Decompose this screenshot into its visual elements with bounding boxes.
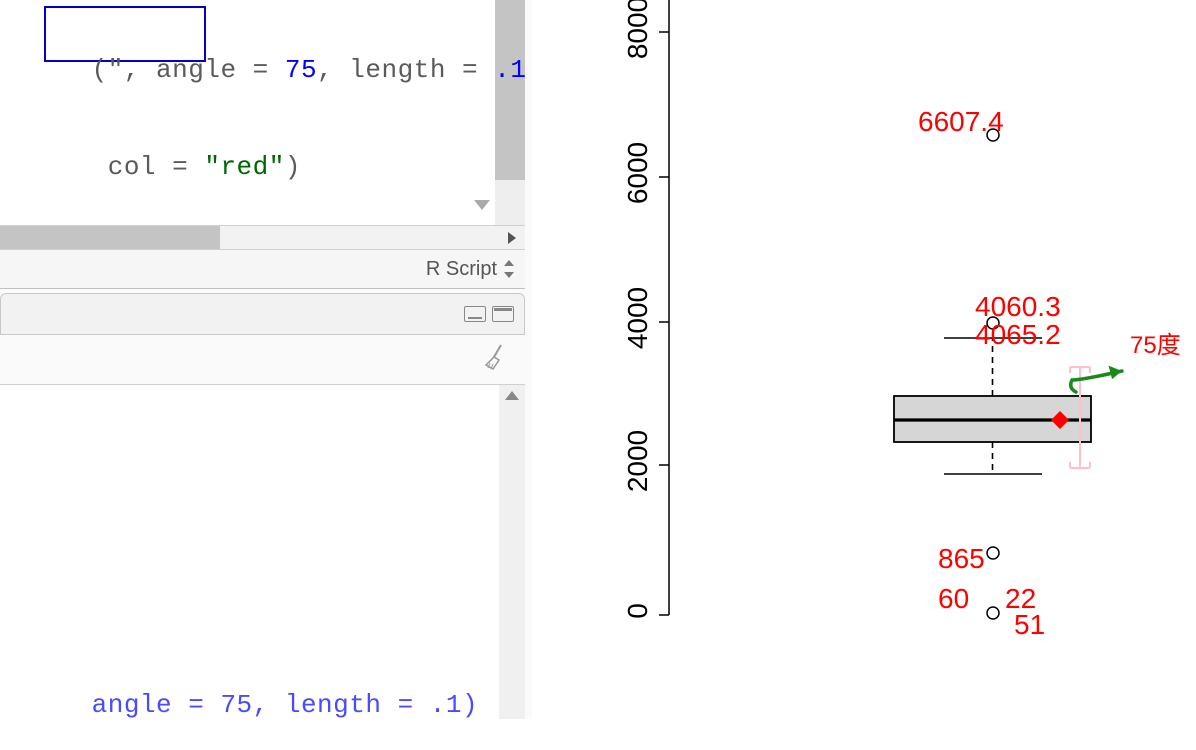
scroll-up-arrow-icon[interactable] bbox=[505, 391, 519, 400]
code-text: col = bbox=[92, 152, 205, 182]
svg-text:865: 865 bbox=[938, 543, 985, 574]
code-text: ) bbox=[285, 152, 301, 182]
y-axis-ticks: 0 2000 4000 6000 8000 bbox=[622, 0, 669, 619]
boxplot-svg: 0 2000 4000 6000 8000 6607.4 4060.34065.2 865 6… bbox=[532, 0, 1196, 719]
svg-text:0: 0 bbox=[622, 603, 653, 619]
svg-text:4065.2: 4065.2 bbox=[975, 319, 1061, 350]
code-string: "red" bbox=[204, 152, 285, 182]
expand-collapse-icon[interactable] bbox=[474, 200, 490, 210]
script-type-dropdown-icon[interactable] bbox=[503, 258, 515, 280]
scrollbar-thumb[interactable] bbox=[0, 226, 220, 250]
svg-text:4060.3: 4060.3 bbox=[975, 291, 1061, 322]
code-text-boxed: angle = 75, bbox=[156, 55, 333, 85]
script-type-label[interactable]: R Script bbox=[426, 258, 497, 281]
outlier-labels: 6607.44060.34065.2865602251 bbox=[918, 106, 1061, 640]
console-line: angle = 75, length = .1) bbox=[0, 660, 478, 750]
minimize-pane-icon[interactable] bbox=[464, 306, 486, 322]
svg-text:2000: 2000 bbox=[622, 430, 653, 492]
angle-annotation-text: 75度 bbox=[1130, 325, 1181, 360]
plot-pane: 0 2000 4000 6000 8000 6607.4 4060.34065.2 865 6… bbox=[532, 0, 1196, 719]
console-echo-text: angle = 75, length = .1) bbox=[92, 690, 478, 720]
editor-horizontal-scrollbar[interactable] bbox=[0, 225, 525, 249]
maximize-pane-icon[interactable] bbox=[492, 306, 514, 322]
clear-console-icon[interactable] bbox=[481, 341, 513, 378]
code-line-1[interactable]: (", angle = 75, length = .1) bbox=[0, 25, 525, 115]
source-editor[interactable]: (", angle = 75, length = .1) col = "red"… bbox=[0, 0, 525, 225]
svg-text:51: 51 bbox=[1014, 609, 1045, 640]
console-scrollbar[interactable] bbox=[499, 385, 525, 719]
green-arrow-annotation bbox=[1071, 366, 1122, 392]
console-toolbar bbox=[0, 335, 525, 385]
scroll-right-arrow-icon[interactable] bbox=[499, 226, 525, 250]
svg-text:6607.4: 6607.4 bbox=[918, 106, 1004, 137]
svg-text:60: 60 bbox=[938, 583, 969, 614]
code-text: (", bbox=[92, 55, 156, 85]
svg-text:8000: 8000 bbox=[622, 0, 653, 59]
console-pane-header bbox=[0, 293, 525, 335]
svg-text:4000: 4000 bbox=[622, 287, 653, 349]
console-output[interactable]: angle = 75, length = .1) bbox=[0, 385, 525, 719]
code-line-2[interactable]: col = "red") bbox=[0, 122, 301, 212]
editor-status-bar: R Script bbox=[0, 249, 525, 289]
svg-text:6000: 6000 bbox=[622, 142, 653, 204]
code-text: length = .1) bbox=[333, 55, 525, 85]
editor-pane: (", angle = 75, length = .1) col = "red"… bbox=[0, 0, 532, 719]
